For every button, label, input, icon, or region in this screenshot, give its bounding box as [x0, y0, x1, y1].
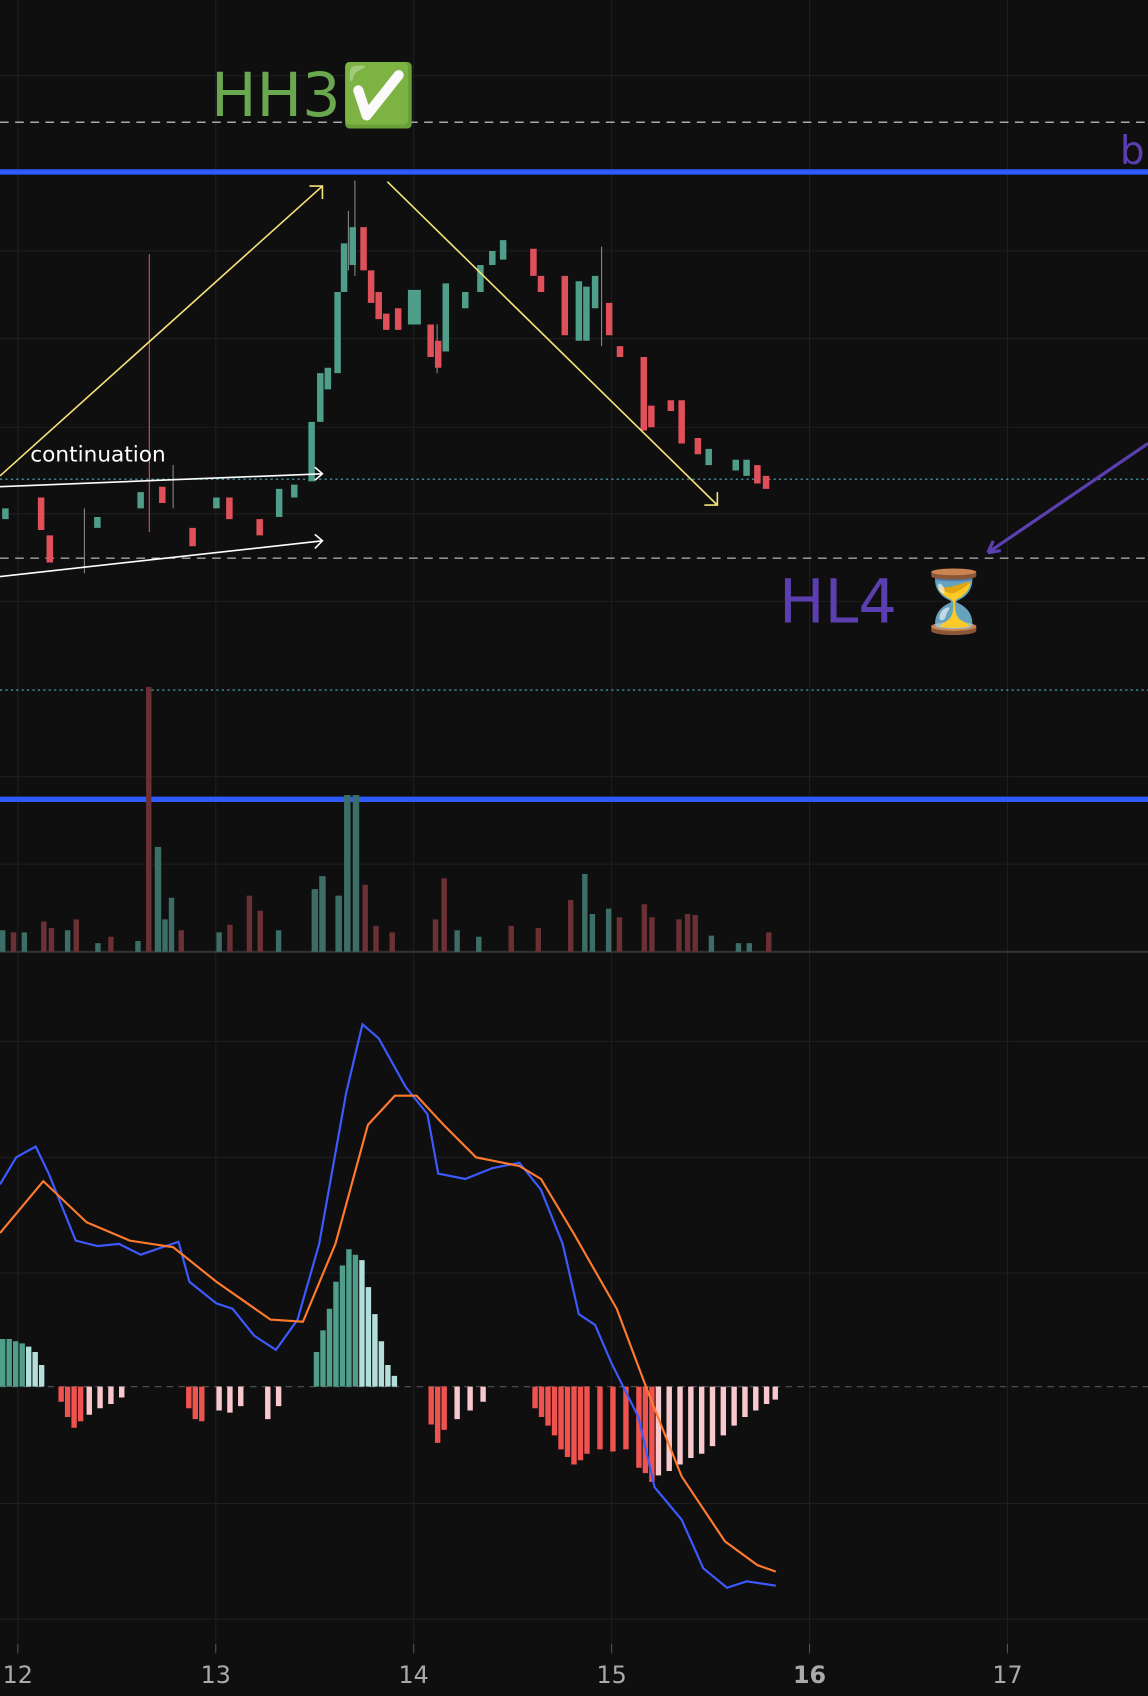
grid — [17, 0, 1009, 1655]
x-tick-label: 17 — [992, 1661, 1022, 1689]
histogram-up-weak — [25, 1260, 398, 1387]
annotation: continuation — [30, 442, 165, 467]
annotation: b — [1120, 129, 1145, 174]
h-grid — [0, 75, 1148, 1620]
x-tick-label: 16 — [793, 1661, 826, 1689]
x-tick-label: 14 — [399, 1661, 429, 1689]
annotation: HH3✅ — [211, 61, 416, 131]
annotation: HL4 ⏳ — [779, 567, 992, 637]
histogram-up — [0, 1249, 359, 1387]
x-tick-label: 13 — [201, 1661, 231, 1689]
signal-line — [0, 1094, 777, 1573]
macd-line — [0, 1022, 776, 1590]
drawings — [0, 181, 1148, 578]
x-tick-label: 12 — [3, 1661, 33, 1689]
x-tick-label: 15 — [596, 1661, 626, 1689]
volume-down — [10, 686, 772, 952]
